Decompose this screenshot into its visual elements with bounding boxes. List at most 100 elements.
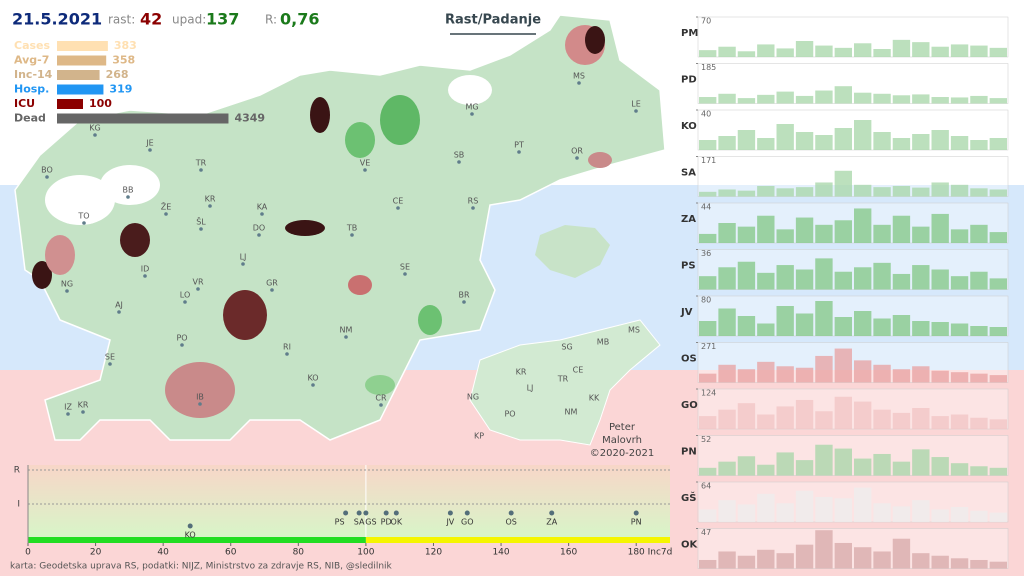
point [343,510,349,516]
point [393,510,399,516]
map-dot [45,175,49,179]
map-dot [350,233,354,237]
bar [718,223,736,243]
panel-max: 52 [701,435,711,444]
x-tick-label: 40 [157,548,169,558]
map-dot [65,289,69,293]
x-tick-label: 120 [425,548,442,558]
x-tick-label: 100 [357,548,374,558]
bar [718,189,736,197]
bar [854,360,872,383]
bar [873,187,891,197]
bar [795,217,814,243]
panel-max: 64 [701,482,711,491]
stat-label: Dead [14,112,46,125]
bar [757,493,775,522]
x-tick-label: 20 [90,548,102,558]
bar [834,348,852,383]
bar [834,86,852,104]
map-label: AJ [115,301,123,310]
bar [757,185,775,197]
map-dot [257,233,261,237]
mini-map-label: LJ [527,384,534,393]
mini-map-label: PO [504,410,515,419]
bar [854,458,872,476]
map-dot [108,362,112,366]
bar [931,269,949,290]
bar [795,132,814,150]
bar [737,555,756,569]
bar [912,42,930,57]
x-tick-label: 60 [225,548,237,558]
stat-value: 319 [109,83,132,96]
bar [718,364,736,383]
bar [931,322,949,336]
x-tick-label: 160 [560,548,577,558]
footer: karta: Geodetska uprava RS, podatki: NIJ… [10,562,393,572]
stat-bar [57,113,229,124]
inset-map [535,225,610,278]
stat-bar [57,55,107,66]
panel-label: ZA [681,214,696,225]
mini-map-label: KP [474,432,484,441]
map-dot [208,204,212,208]
point [549,510,555,516]
bar [989,419,1007,429]
stat-bar [57,70,100,80]
map-dot [81,410,85,414]
mini-map-label: NG [467,393,479,402]
mini-map-label: NM [565,408,578,417]
bar [892,95,911,104]
point [383,510,389,516]
bar [970,510,988,522]
map-dot [270,288,274,292]
bar [699,191,717,197]
point-label: JV [445,518,454,527]
bar [699,233,717,243]
mini-map-label: MS [628,326,640,335]
map-dot [344,335,348,339]
bar [776,406,794,429]
mini-map [469,319,661,446]
bar [931,509,949,522]
bar [776,229,794,243]
toggle[interactable]: Rast/Padanje [445,13,541,28]
bar [912,265,930,290]
panel-label: PS [681,261,696,272]
map-label: TB [346,224,357,233]
map-label: SE [400,263,410,272]
bar [892,369,911,383]
bar [815,444,833,476]
bar [834,128,852,150]
bar [989,47,1007,57]
bar [912,321,930,336]
bar [989,278,1007,290]
map-dot [180,343,184,347]
map-label: OR [571,147,583,156]
r-value: 0,76 [280,10,319,29]
bar [970,224,988,243]
bar [776,124,794,150]
bar [931,457,949,476]
bar [854,487,872,522]
bar [834,170,852,197]
stat-value: 4349 [234,112,265,125]
bar [989,375,1007,383]
bar [815,530,833,569]
bar [931,213,949,243]
bar [950,44,969,57]
map-label: IZ [64,403,72,412]
bar [854,547,872,569]
bar [718,409,736,429]
bar [737,403,756,429]
upad-label: upad: [172,13,206,27]
map-dot [457,160,461,164]
map-label: TR [195,159,207,168]
bar [970,373,988,383]
bar [776,503,794,522]
point-label: PN [631,518,642,527]
bar [892,273,911,290]
point [363,510,369,516]
bar [815,355,833,383]
point-label: GO [461,518,474,527]
